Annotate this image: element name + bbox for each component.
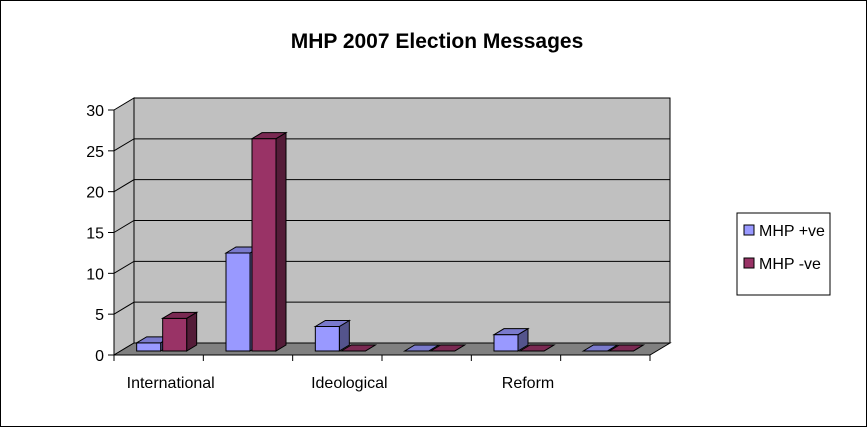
y-tick-label: 5: [95, 307, 104, 324]
bar-front: [251, 138, 277, 352]
bar: [428, 344, 467, 352]
y-tick-label: 15: [86, 226, 104, 243]
bar-top: [160, 311, 199, 319]
bar-top: [402, 344, 441, 352]
bar-top: [607, 344, 646, 352]
gridline: [113, 138, 670, 152]
bar-side: [186, 311, 198, 352]
gridline: [113, 301, 670, 315]
legend-swatch: [743, 224, 755, 236]
bar-front: [136, 342, 162, 352]
legend-label: MHP -ve: [759, 256, 821, 273]
bar: [339, 344, 378, 352]
bar: [402, 344, 441, 352]
x-tick-label: Ideological: [311, 375, 388, 392]
y-tick-label: 0: [95, 348, 104, 365]
bar-top: [518, 344, 556, 352]
bar: [492, 327, 530, 352]
y-tick-label: 30: [86, 103, 104, 120]
bar-top: [250, 132, 288, 140]
bar-front: [314, 326, 340, 352]
gridline: [113, 260, 670, 274]
legend: MHP +ve MHP -ve: [736, 212, 831, 296]
bar-top: [313, 320, 352, 327]
chart-title: MHP 2007 Election Messages: [291, 30, 584, 53]
bar: [581, 344, 620, 352]
bar: [160, 311, 199, 352]
bar: [313, 319, 352, 352]
bar-front: [493, 334, 519, 352]
gridline: [113, 220, 670, 233]
legend-swatch: [743, 257, 755, 269]
bar-top: [581, 344, 620, 352]
y-tick-label: 25: [86, 144, 104, 161]
bar-front: [225, 252, 251, 352]
legend-label: MHP +ve: [759, 223, 825, 240]
bar-top: [492, 328, 530, 336]
bar-top: [339, 344, 378, 352]
bar-top: [428, 344, 467, 352]
x-tick-label: Reform: [502, 375, 554, 392]
plot-area: 0 5 10 15 20 25 30 International Ideological Refo…: [86, 97, 672, 392]
x-tick-label: International: [127, 375, 215, 392]
bar: [250, 131, 288, 352]
bar-side: [275, 131, 287, 352]
gridline: [113, 179, 670, 193]
bar: [518, 344, 556, 352]
y-tick-label: 20: [86, 185, 104, 202]
bar-front: [162, 317, 188, 352]
y-tick-label: 10: [86, 266, 104, 283]
bar: [607, 344, 646, 352]
